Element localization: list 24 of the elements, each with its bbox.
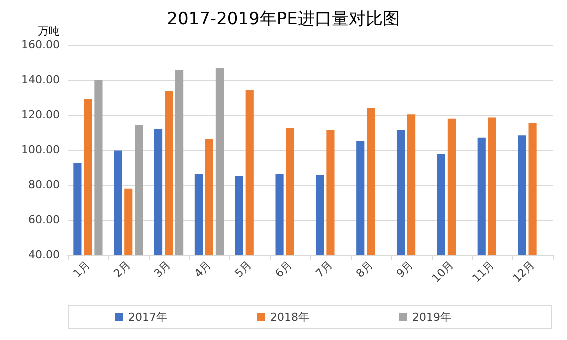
x-tick-label: 12月 [510,258,538,286]
x-tick-label: 3月 [152,258,174,280]
y-tick-label: 60.00 [28,214,60,226]
legend-label: 2018年 [270,311,310,324]
x-tick-label: 7月 [313,258,336,280]
y-tick-label: 80.00 [28,178,60,192]
legend-label: 2017年 [128,311,168,324]
y-tick-label: 140.00 [22,74,60,86]
x-tick-label: 10月 [430,258,457,286]
x-tick-label: 1月 [70,258,93,280]
y-tick-label: 160.00 [22,38,60,52]
x-tick-label: 11月 [470,258,497,286]
x-tick-label: 9月 [394,258,416,280]
y-tick-label: 100.00 [22,144,60,156]
y-tick-label: 120.00 [22,108,60,122]
x-tick-label: 8月 [354,258,376,280]
x-tick-label: 5月 [232,258,254,280]
y-axis-title: 万吨 [38,25,60,38]
legend-label: 2019年 [412,311,452,324]
y-tick-label: 40.00 [28,248,60,262]
chart-title: 2017-2019年PE进口量对比图 [167,10,400,30]
x-tick-label: 6月 [272,258,295,280]
x-tick-label: 2月 [111,258,134,280]
x-tick-label: 4月 [192,258,214,280]
